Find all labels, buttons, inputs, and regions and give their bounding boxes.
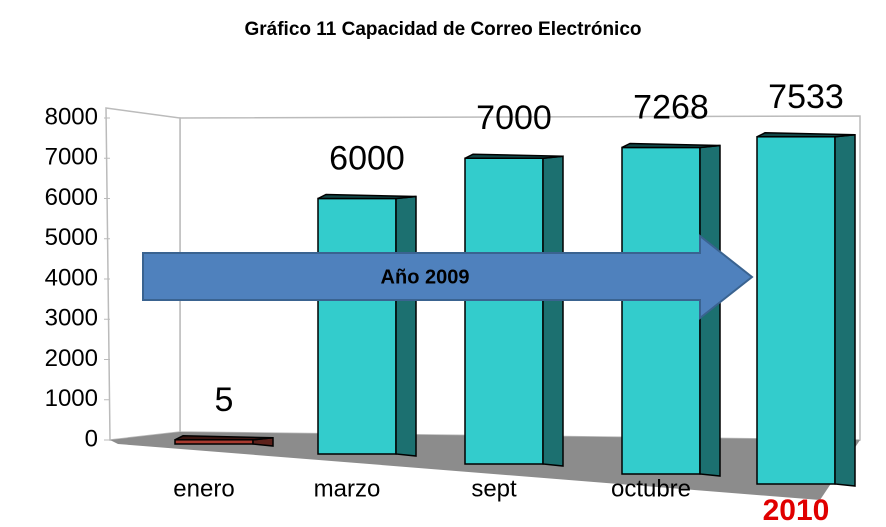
value-label: 5 [215,381,234,419]
y-tick-label: 4000 [45,264,98,291]
bar-front [464,157,544,465]
y-tick-label: 5000 [45,224,98,251]
y-tick-label: 8000 [45,103,98,130]
bar [174,435,274,447]
bar [317,193,417,457]
bar-front [621,146,701,475]
annotation-label: Año 2009 [381,266,470,288]
x-tick-label: sept [471,475,517,502]
x-tick-label: 2010 [763,494,830,527]
y-tick-label: 3000 [45,305,98,332]
bar [464,153,564,467]
y-tick-label: 0 [85,425,98,452]
x-tick-label: marzo [314,475,381,502]
bar-side [542,155,564,467]
y-tick-label: 2000 [45,345,98,372]
y-tick-label: 7000 [45,144,98,171]
value-label: 6000 [329,139,405,177]
value-label: 7268 [633,88,709,126]
bar [621,142,721,477]
bar-side [395,195,417,457]
bar-front [317,197,397,455]
y-tick-label: 6000 [45,184,98,211]
bar-top [756,132,856,138]
bar [756,132,856,487]
bar-top [317,193,417,200]
bar-top [174,435,274,441]
x-tick-label: octubre [611,475,691,502]
bar-front [756,136,836,485]
annotation-arrow: Año 2009 [142,233,754,321]
chart-title: Gráfico 11 Capacidad de Correo Electróni… [244,19,641,40]
value-label: 7000 [476,99,552,137]
value-label: 7533 [768,78,844,116]
arrow-shape [142,233,754,321]
bar-side [834,133,856,487]
x-tick-label: enero [173,475,234,502]
bar-top [621,142,721,149]
bar-top [464,153,564,159]
y-tick-label: 1000 [45,385,98,412]
